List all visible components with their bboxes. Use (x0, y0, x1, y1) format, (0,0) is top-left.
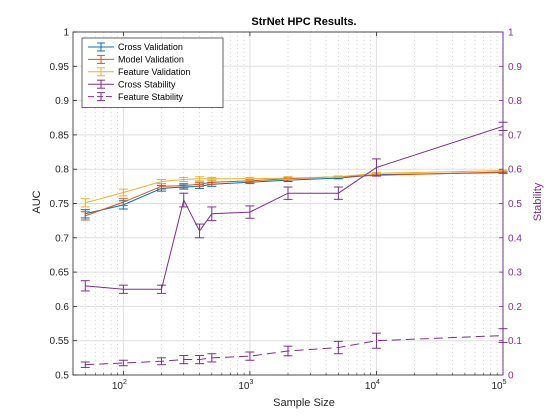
legend-label: Feature Stability (118, 92, 184, 102)
y-tick-label: 0.9 (55, 96, 69, 107)
error-bar (179, 354, 189, 365)
error-bar (245, 176, 255, 181)
x-tick-label: 103 (238, 379, 253, 392)
error-bar (118, 188, 128, 197)
y-tick-label: 1 (63, 28, 69, 39)
y-tick-label: 0.85 (50, 130, 70, 141)
y-tick-label: 0.55 (50, 336, 70, 347)
error-bar (207, 176, 217, 181)
error-bar (179, 192, 189, 208)
legend-box (81, 37, 224, 108)
y-right-tick-label: 0.2 (508, 302, 522, 313)
legend-item: Cross Stability (88, 79, 176, 89)
y-right-tick-label: 0.5 (508, 199, 522, 210)
y-right-tick-label: 0.1 (508, 336, 522, 347)
error-bar (80, 211, 90, 221)
error-bar (195, 176, 205, 182)
y-tick-label: 0.65 (50, 268, 70, 279)
y-right-tick-label: 0.4 (508, 233, 522, 244)
legend-item: Feature Validation (88, 67, 190, 77)
legend-label: Feature Validation (118, 67, 190, 77)
y-right-tick-label: 0.9 (508, 62, 522, 73)
error-bar (156, 357, 166, 366)
error-bar (195, 181, 205, 187)
y-tick-label: 0.95 (50, 62, 70, 73)
y-tick-label: 0.75 (50, 199, 70, 210)
error-bar (80, 198, 90, 208)
y-tick-label: 0.6 (55, 302, 69, 313)
y-right-tick-label: 0.7 (508, 130, 522, 141)
error-bar (195, 223, 205, 239)
error-bar (118, 284, 128, 294)
error-bar (207, 353, 217, 363)
error-bar (118, 198, 128, 207)
error-bar (371, 332, 381, 349)
legend: Cross Validation Model Validation Feature … (81, 37, 224, 108)
legend-label: Cross Stability (118, 79, 176, 89)
y-right-tick-label: 0.6 (508, 165, 522, 176)
legend-item: Feature Stability (88, 92, 184, 102)
y-axis-right-label: Stability (532, 182, 544, 221)
error-bar (118, 359, 128, 367)
legend-label: Cross Validation (118, 42, 183, 52)
error-bar (156, 284, 166, 294)
legend-item: Model Validation (88, 55, 184, 65)
legend-label: Model Validation (118, 55, 184, 65)
error-bar (195, 354, 205, 365)
error-bar (245, 205, 255, 219)
y-axis-label: AUC (31, 190, 43, 213)
error-bar (283, 345, 293, 357)
error-bar (333, 186, 343, 200)
error-bar (179, 176, 189, 183)
error-bar (156, 178, 166, 185)
error-bar (333, 340, 343, 355)
x-tick-label: 105 (491, 379, 506, 392)
error-bar (333, 175, 343, 178)
y-right-tick-label: 1 (508, 28, 514, 39)
y-tick-label: 0.5 (55, 371, 69, 382)
error-bar (283, 186, 293, 200)
y-right-tick-label: 0.3 (508, 268, 522, 279)
x-tick-label: 104 (365, 379, 380, 392)
error-bar (207, 206, 217, 222)
chart-title: StrNet HPC Results. (251, 16, 356, 28)
error-bar (179, 183, 189, 189)
series-3 (80, 121, 508, 294)
x-tick-label: 102 (112, 379, 127, 392)
error-bar (371, 158, 381, 177)
error-bar (80, 361, 90, 368)
error-bar (245, 351, 255, 361)
y-right-tick-label: 0.8 (508, 96, 522, 107)
series-4 (80, 328, 508, 368)
x-axis-label: Sample Size (273, 397, 335, 409)
error-bar (283, 176, 293, 180)
y-tick-label: 0.8 (55, 165, 69, 176)
error-bar (80, 280, 90, 292)
legend-item: Cross Validation (88, 42, 183, 52)
y-right-tick-label: 0 (508, 371, 514, 382)
y-tick-label: 0.7 (55, 233, 69, 244)
